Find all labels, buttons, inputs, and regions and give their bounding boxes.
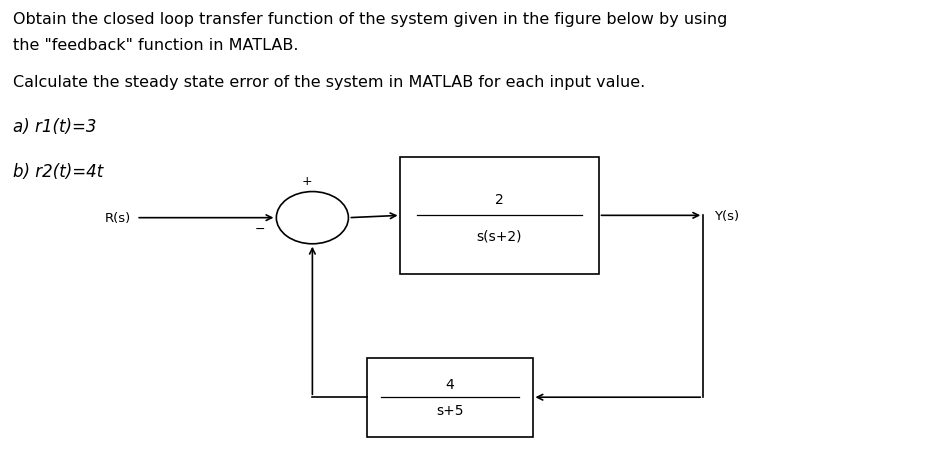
Text: +: + (301, 175, 312, 187)
Text: a) r1(t)=3: a) r1(t)=3 (13, 118, 96, 136)
Text: R(s): R(s) (105, 212, 131, 225)
Text: Y(s): Y(s) (715, 209, 739, 222)
Text: s(s+2): s(s+2) (477, 229, 522, 243)
Text: Calculate the steady state error of the system in MATLAB for each input value.: Calculate the steady state error of the … (13, 75, 645, 90)
Bar (367, 358, 532, 437)
Text: 2: 2 (496, 192, 504, 206)
Text: the "feedback" function in MATLAB.: the "feedback" function in MATLAB. (13, 38, 298, 53)
Text: b) r2(t)=4t: b) r2(t)=4t (13, 162, 103, 180)
Text: s+5: s+5 (436, 404, 464, 417)
Text: Obtain the closed loop transfer function of the system given in the figure below: Obtain the closed loop transfer function… (13, 11, 727, 26)
Bar (400, 158, 598, 274)
Text: 4: 4 (446, 377, 454, 391)
Text: −: − (255, 223, 265, 236)
